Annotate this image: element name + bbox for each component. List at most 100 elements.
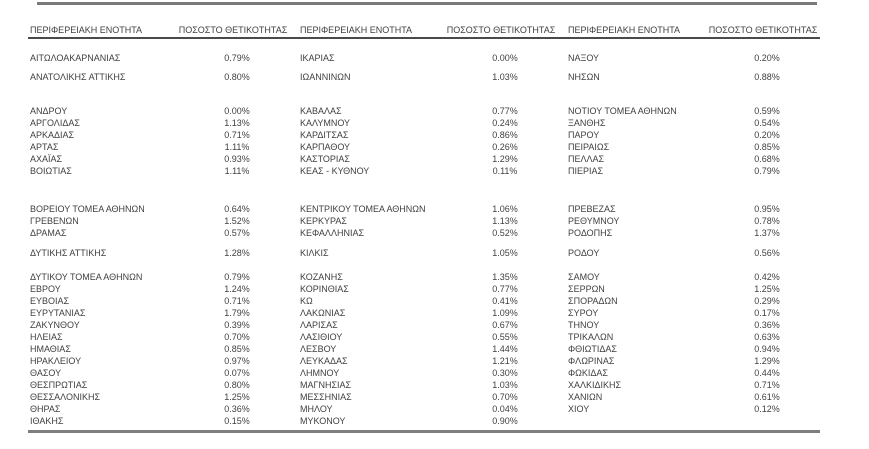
region-cell: ΧΑΛΚΙΔΙΚΗΣ <box>568 380 622 390</box>
table-row: ΗΜΑΘΙΑΣ 0.85% ΛΕΣΒΟΥ 1.44% ΦΘΙΩΤΙΔΑΣ 0.94% <box>28 343 820 355</box>
region-cell: ΛΕΥΚΑΔΑΣ <box>300 356 348 366</box>
region-cell: ΒΟΡΕΙΟΥ ΤΟΜΕΑ ΑΘΗΝΩΝ <box>30 204 145 214</box>
rate-cell: 1.24% <box>224 284 250 294</box>
header-rate-2: ΠΟΣΟΣΤΟ ΘΕΤΙΚΟΤΗΤΑΣ <box>446 25 556 35</box>
region-cell: ΑΡΤΑΣ <box>30 142 59 152</box>
rate-cell: 0.90% <box>492 416 518 426</box>
rate-cell: 0.78% <box>754 216 780 226</box>
region-cell: ΑΝΑΤΟΛΙΚΗΣ ΑΤΤΙΚΗΣ <box>30 72 126 82</box>
table-row: ΘΕΣΠΡΩΤΙΑΣ 0.80% ΜΑΓΝΗΣΙΑΣ 1.03% ΧΑΛΚΙΔΙΚΗΣ 0… <box>28 379 820 391</box>
region-cell: ΖΑΚΥΝΘΟΥ <box>30 320 80 330</box>
region-cell: ΝΟΤΙΟΥ ΤΟΜΕΑ ΑΘΗΝΩΝ <box>568 106 677 116</box>
rate-cell: 0.77% <box>492 284 518 294</box>
region-cell: ΤΡΙΚΑΛΩΝ <box>568 332 614 342</box>
rate-cell: 0.55% <box>492 332 518 342</box>
table-row: ΔΥΤΙΚΗΣ ΑΤΤΙΚΗΣ 1.28% ΚΙΛΚΙΣ 1.05% ΡΟΔΟΥ 0.56… <box>28 247 820 259</box>
rate-cell: 1.79% <box>224 308 250 318</box>
rate-cell: 0.71% <box>224 296 250 306</box>
row-spacer <box>28 239 820 247</box>
region-cell: ΜΥΚΟΝΟΥ <box>300 416 346 426</box>
region-cell: ΚΑΡΠΑΘΟΥ <box>300 142 351 152</box>
table-row: ΓΡΕΒΕΝΩΝ 1.52% ΚΕΡΚΥΡΑΣ 1.13% ΡΕΘΥΜΝΟΥ 0.78% <box>28 215 820 227</box>
rate-cell: 0.61% <box>754 392 780 402</box>
region-cell: ΠΑΡΟΥ <box>568 130 600 140</box>
rate-cell: 0.04% <box>492 404 518 414</box>
rate-cell: 0.63% <box>754 332 780 342</box>
table-row: ΒΟΡΕΙΟΥ ΤΟΜΕΑ ΑΘΗΝΩΝ 0.64% ΚΕΝΤΡΙΚΟΥ ΤΟΜΕΑ… <box>28 203 820 215</box>
rate-cell: 0.57% <box>224 228 250 238</box>
table-row: ΖΑΚΥΝΘΟΥ 0.39% ΛΑΡΙΣΑΣ 0.67% ΤΗΝΟΥ 0.36% <box>28 319 820 331</box>
region-cell: ΧΑΝΙΩΝ <box>568 392 603 402</box>
region-cell: ΠΙΕΡΙΑΣ <box>568 166 604 176</box>
region-cell: ΚΟΡΙΝΘΙΑΣ <box>300 284 349 294</box>
region-cell: ΑΡΚΑΔΙΑΣ <box>30 130 75 140</box>
header-region-3: ΠΕΡΙΦΕΡΕΙΑΚΗ ΕΝΟΤΗΤΑ <box>568 25 681 35</box>
table-row: ΔΡΑΜΑΣ 0.57% ΚΕΦΑΛΛΗΝΙΑΣ 0.52% ΡΟΔΟΠΗΣ 1.37% <box>28 227 820 239</box>
table-body: ΑΙΤΩΛΟΑΚΑΡΝΑΝΙΑΣ 0.79% ΙΚΑΡΙΑΣ 0.00% ΝΑΞΟΥ 0.… <box>28 52 820 427</box>
region-cell: ΚΕΝΤΡΙΚΟΥ ΤΟΜΕΑ ΑΘΗΝΩΝ <box>300 204 426 214</box>
rate-cell: 0.54% <box>754 118 780 128</box>
rate-cell: 0.41% <box>492 296 518 306</box>
region-cell: ΣΕΡΡΩΝ <box>568 284 605 294</box>
header-region-1: ΠΕΡΙΦΕΡΕΙΑΚΗ ΕΝΟΤΗΤΑ <box>30 25 143 35</box>
table-row: ΗΛΕΙΑΣ 0.70% ΛΑΣΙΘΙΟΥ 0.55% ΤΡΙΚΑΛΩΝ 0.63% <box>28 331 820 343</box>
rate-cell: 1.21% <box>492 356 518 366</box>
region-cell: ΑΙΤΩΛΟΑΚΑΡΝΑΝΙΑΣ <box>30 53 121 63</box>
header-rate-1: ΠΟΣΟΣΤΟ ΘΕΤΙΚΟΤΗΤΑΣ <box>178 25 288 35</box>
table-row: ΑΧΑΪΑΣ 0.93% ΚΑΣΤΟΡΙΑΣ 1.29% ΠΕΛΛΑΣ 0.68% <box>28 153 820 165</box>
region-cell: ΡΟΔΟΥ <box>568 248 600 258</box>
rate-cell: 0.29% <box>754 296 780 306</box>
region-cell: ΛΑΣΙΘΙΟΥ <box>300 332 343 342</box>
region-cell <box>566 415 706 427</box>
rate-cell: 0.80% <box>224 380 250 390</box>
positivity-table: ΠΕΡΙΦΕΡΕΙΑΚΗ ΕΝΟΤΗΤΑ ΠΟΣΟΣΤΟ ΘΕΤΙΚΟΤΗΤΑΣ… <box>28 24 820 433</box>
rate-cell: 1.03% <box>492 72 518 82</box>
rate-cell: 1.03% <box>492 380 518 390</box>
region-cell: ΘΕΣΣΑΛΟΝΙΚΗΣ <box>30 392 101 402</box>
region-cell: ΣΑΜΟΥ <box>568 272 600 282</box>
region-cell: ΝΗΣΩΝ <box>568 72 600 82</box>
rate-cell: 1.29% <box>754 356 780 366</box>
rate-cell: 0.52% <box>492 228 518 238</box>
region-cell: ΙΚΑΡΙΑΣ <box>300 53 335 63</box>
rate-cell: 1.13% <box>492 216 518 226</box>
region-cell: ΛΗΜΝΟΥ <box>300 368 340 378</box>
rate-cell: 1.06% <box>492 204 518 214</box>
rate-cell: 0.00% <box>224 106 250 116</box>
region-cell: ΚΑΣΤΟΡΙΑΣ <box>300 154 350 164</box>
rate-cell: 0.00% <box>492 53 518 63</box>
rate-cell: 0.71% <box>754 380 780 390</box>
table-row: ΗΡΑΚΛΕΙΟΥ 0.97% ΛΕΥΚΑΔΑΣ 1.21% ΦΛΩΡΙΝΑΣ 1.29% <box>28 355 820 367</box>
rate-cell: 0.20% <box>754 130 780 140</box>
rate-cell: 0.56% <box>754 248 780 258</box>
table-row: ΙΘΑΚΗΣ 0.15% ΜΥΚΟΝΟΥ 0.90% <box>28 415 820 427</box>
rate-cell: 0.39% <box>224 320 250 330</box>
header-region-2: ΠΕΡΙΦΕΡΕΙΑΚΗ ΕΝΟΤΗΤΑ <box>300 25 413 35</box>
region-cell: ΚΕΡΚΥΡΑΣ <box>300 216 347 226</box>
region-cell: ΚΙΛΚΙΣ <box>300 248 329 258</box>
region-cell: ΦΩΚΙΔΑΣ <box>568 368 608 378</box>
rate-cell: 0.88% <box>754 72 780 82</box>
rate-cell: 1.29% <box>492 154 518 164</box>
rate-cell: 0.68% <box>754 154 780 164</box>
rate-cell: 0.85% <box>224 344 250 354</box>
region-cell: ΗΡΑΚΛΕΙΟΥ <box>30 356 82 366</box>
rate-cell: 0.15% <box>224 416 250 426</box>
region-cell: ΦΘΙΩΤΙΔΑΣ <box>568 344 617 354</box>
header-rate-3: ΠΟΣΟΣΤΟ ΘΕΤΙΚΟΤΗΤΑΣ <box>708 25 818 35</box>
rate-cell: 0.86% <box>492 130 518 140</box>
region-cell: ΜΑΓΝΗΣΙΑΣ <box>300 380 352 390</box>
rate-cell: 0.70% <box>224 332 250 342</box>
table-header-row: ΠΕΡΙΦΕΡΕΙΑΚΗ ΕΝΟΤΗΤΑ ΠΟΣΟΣΤΟ ΘΕΤΙΚΟΤΗΤΑΣ… <box>28 24 820 39</box>
rate-cell: 0.24% <box>492 118 518 128</box>
region-cell: ΠΕΙΡΑΙΩΣ <box>568 142 610 152</box>
region-cell: ΠΕΛΛΑΣ <box>568 154 605 164</box>
rate-cell: 1.09% <box>492 308 518 318</box>
rate-cell <box>706 415 820 427</box>
table-row: ΑΙΤΩΛΟΑΚΑΡΝΑΝΙΑΣ 0.79% ΙΚΑΡΙΑΣ 0.00% ΝΑΞΟΥ 0.… <box>28 52 820 64</box>
row-spacer <box>28 259 820 271</box>
row-spacer <box>28 177 820 203</box>
rate-cell: 0.94% <box>754 344 780 354</box>
table-row: ΑΡΚΑΔΙΑΣ 0.71% ΚΑΡΔΙΤΣΑΣ 0.86% ΠΑΡΟΥ 0.20% <box>28 129 820 141</box>
region-cell: ΚΟΖΑΝΗΣ <box>300 272 343 282</box>
